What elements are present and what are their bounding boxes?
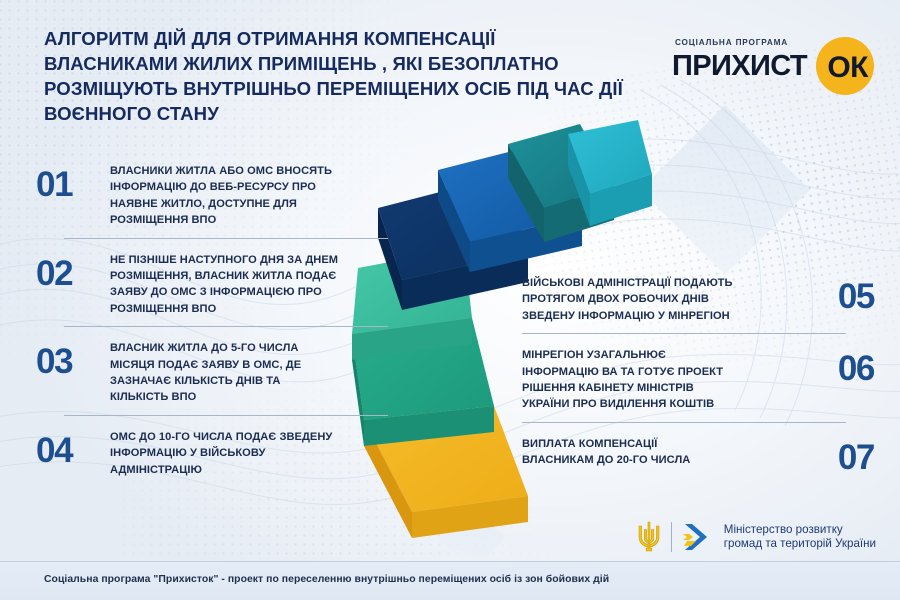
ministry-name: Міністерство розвитку громад та територі… bbox=[723, 522, 876, 551]
step-text: ВЛАСНИКИ ЖИТЛА АБО ОМС ВНОСЯТЬ ІНФОРМАЦІ… bbox=[110, 165, 333, 227]
logo-kicker: СОЦІАЛЬНА ПРОГРАМА bbox=[675, 38, 789, 47]
step-divider bbox=[522, 333, 846, 335]
footer-note: Соціальна програма "Прихисток" - проект … bbox=[44, 574, 610, 585]
step-text: МІНРЕГІОН УЗАГАЛЬНЮЄ ІНФОРМАЦІЮ ВА ТА ГО… bbox=[522, 349, 724, 411]
step-divider bbox=[64, 326, 388, 328]
step-number: 05 bbox=[837, 277, 876, 316]
step-text: ОМС ДО 10-ГО ЧИСЛА ПОДАЄ ЗВЕДЕНУ ІНФОРМА… bbox=[110, 430, 333, 476]
ministry-logo: Міністерство розвитку громад та територі… bbox=[636, 520, 876, 554]
steps-right-column: 05 ВІЙСЬКОВІ АДМІНІСТРАЦІЇ ПОДАЮТЬ ПРОТЯ… bbox=[522, 272, 876, 477]
logo-divider bbox=[670, 522, 672, 552]
step-number: 04 bbox=[36, 430, 74, 470]
step-item[interactable]: 05 ВІЙСЬКОВІ АДМІНІСТРАЦІЇ ПОДАЮТЬ ПРОТЯ… bbox=[522, 272, 876, 324]
logo-badge-text: ОК bbox=[827, 51, 868, 84]
arc-segment-02 bbox=[508, 124, 614, 242]
arc-segment-07 bbox=[364, 406, 528, 538]
step-item[interactable]: 01 ВЛАСНИКИ ЖИТЛА АБО ОМС ВНОСЯТЬ ІНФОРМ… bbox=[36, 152, 388, 229]
step-text: ВИПЛАТА КОМПЕНСАЦІЇ ВЛАСНИКАМ ДО 20-ГО Ч… bbox=[522, 437, 691, 467]
steps-left-column: 01 ВЛАСНИКИ ЖИТЛА АБО ОМС ВНОСЯТЬ ІНФОРМ… bbox=[36, 152, 388, 478]
program-logo: СОЦІАЛЬНА ПРОГРАМА ПРИХИСТ ОК bbox=[670, 36, 874, 98]
footer-bar: Соціальна програма "Прихисток" - проект … bbox=[0, 561, 900, 600]
step-divider bbox=[522, 421, 846, 423]
ukraine-trident-icon bbox=[638, 521, 660, 552]
step-text: ВІЙСЬКОВІ АДМІНІСТРАЦІЇ ПОДАЮТЬ ПРОТЯГОМ… bbox=[522, 277, 733, 322]
logo-word: ПРИХИСТ bbox=[672, 50, 808, 82]
step-number: 01 bbox=[36, 165, 74, 204]
step-number: 02 bbox=[36, 253, 74, 293]
page-title: АЛГОРИТМ ДІЙ ДЛЯ ОТРИМАННЯ КОМПЕНСАЦІЇ В… bbox=[44, 28, 623, 124]
logo-badge-circle bbox=[816, 37, 874, 95]
arc-segment-04 bbox=[378, 176, 528, 310]
step-divider bbox=[64, 237, 388, 239]
step-item[interactable]: 02 НЕ ПІЗНІШЕ НАСТУПНОГО ДНЯ ЗА ДНЕМ РОЗ… bbox=[36, 243, 388, 318]
step-number: 03 bbox=[36, 342, 74, 382]
step-item[interactable]: 03 ВЛАСНИК ЖИТЛА ДО 5-ГО ЧИСЛА МІСЯЦЯ ПО… bbox=[36, 331, 388, 406]
chevron-right-icon bbox=[682, 524, 707, 550]
step-text: ВЛАСНИК ЖИТЛА ДО 5-ГО ЧИСЛА МІСЯЦЯ ПОДАЄ… bbox=[110, 342, 302, 404]
arc-segment-03 bbox=[438, 142, 582, 272]
step-divider bbox=[64, 414, 388, 416]
step-number: 07 bbox=[837, 437, 876, 477]
step-number: 06 bbox=[837, 349, 876, 389]
step-item[interactable]: 06 МІНРЕГІОН УЗАГАЛЬНЮЄ ІНФОРМАЦІЮ ВА ТА… bbox=[522, 338, 876, 413]
step-item[interactable]: 07 ВИПЛАТА КОМПЕНСАЦІЇ ВЛАСНИКАМ ДО 20-Г… bbox=[522, 427, 876, 477]
step-text: НЕ ПІЗНІШЕ НАСТУПНОГО ДНЯ ЗА ДНЕМ РОЗМІЩ… bbox=[110, 253, 339, 315]
step-item[interactable]: 04 ОМС ДО 10-ГО ЧИСЛА ПОДАЄ ЗВЕДЕНУ ІНФО… bbox=[36, 420, 388, 478]
header: АЛГОРИТМ ДІЙ ДЛЯ ОТРИМАННЯ КОМПЕНСАЦІЇ В… bbox=[0, 0, 900, 138]
